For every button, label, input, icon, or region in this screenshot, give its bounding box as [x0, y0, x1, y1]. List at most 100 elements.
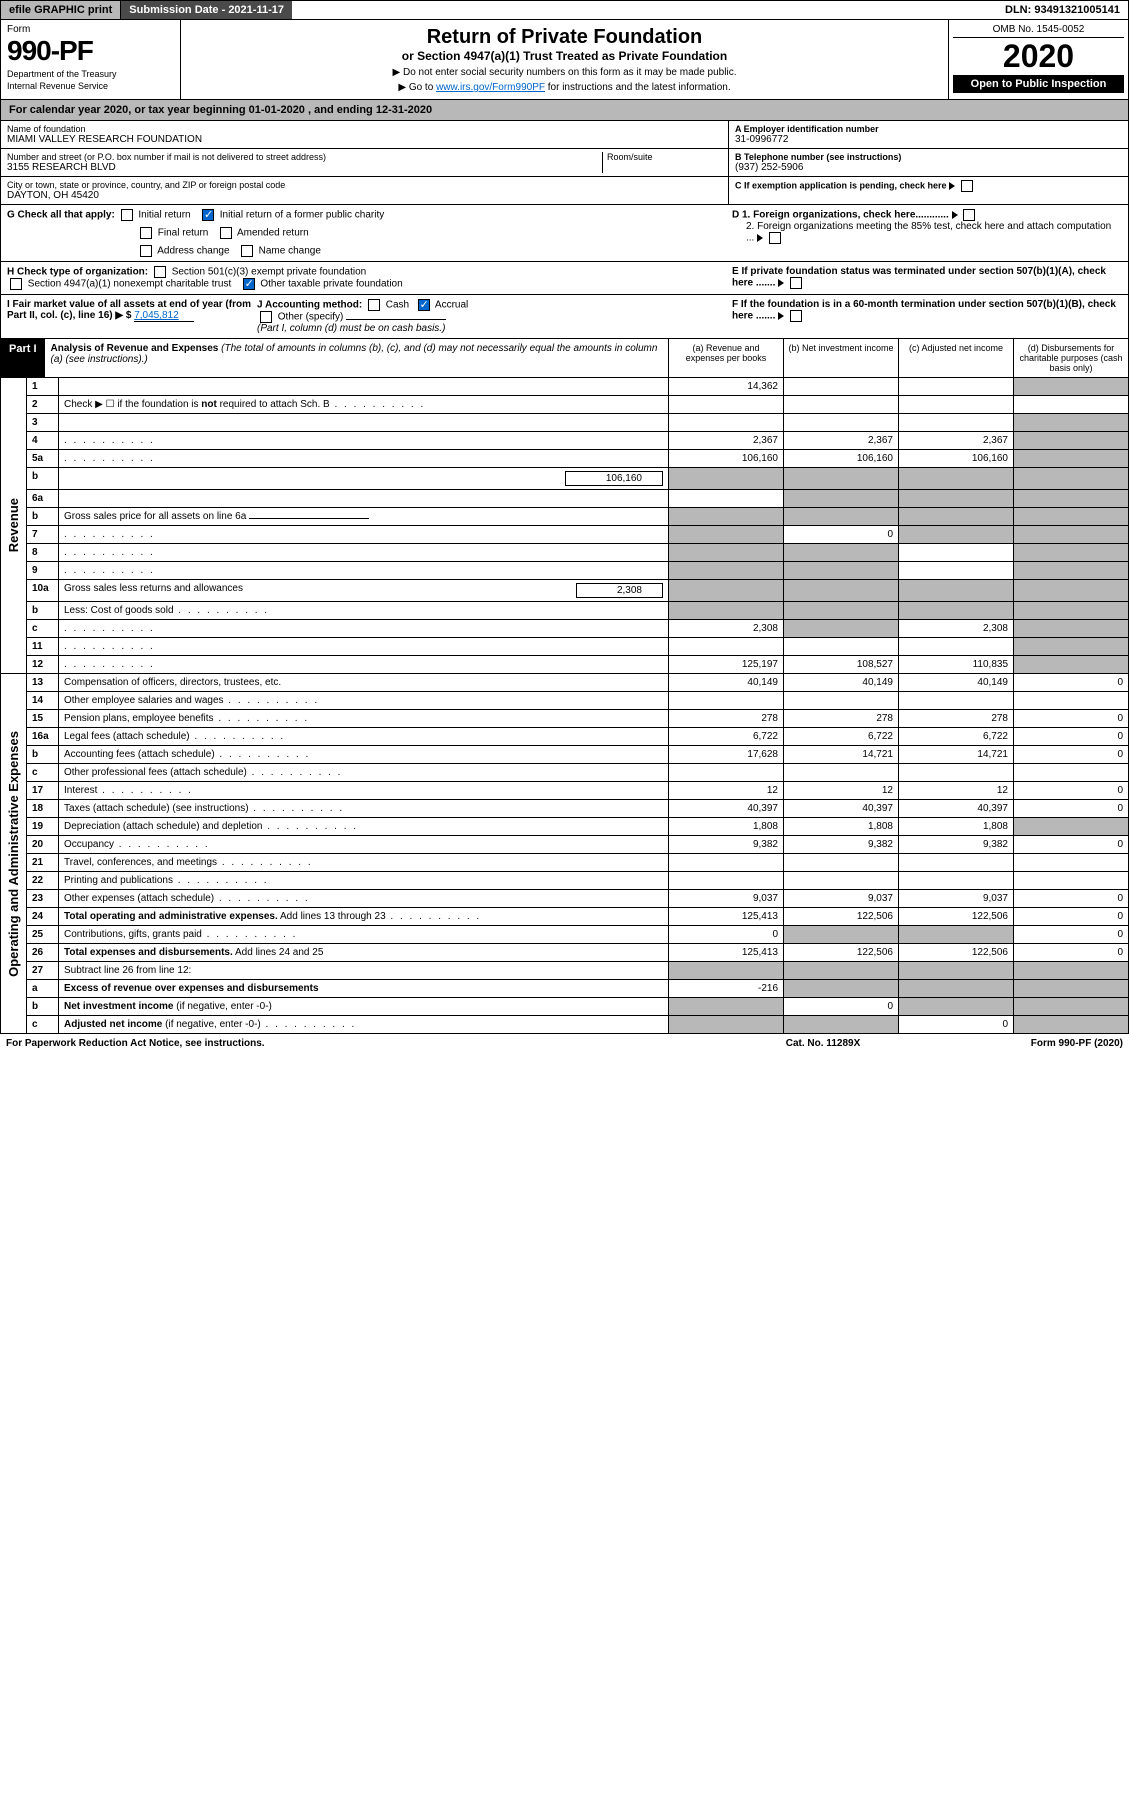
- line-number: 16a: [27, 728, 59, 746]
- line-description: [59, 450, 669, 468]
- line-number: 4: [27, 432, 59, 450]
- cell-value: [899, 562, 1014, 580]
- line-number: 18: [27, 800, 59, 818]
- cell-value: [899, 980, 1014, 998]
- line-description: [59, 544, 669, 562]
- fmv-value[interactable]: 7,045,812: [134, 310, 194, 322]
- cell-value: 12: [784, 782, 899, 800]
- dln: DLN: 93491321005141: [997, 1, 1128, 19]
- cell-value: 14,721: [784, 746, 899, 764]
- line-number: 6a: [27, 490, 59, 508]
- cell-value: [669, 692, 784, 710]
- line-description: Occupancy: [59, 836, 669, 854]
- cell-value: [899, 414, 1014, 432]
- cell-value: 122,506: [784, 944, 899, 962]
- checkbox-d2[interactable]: [769, 232, 781, 244]
- table-row: b 106,160: [1, 468, 1129, 490]
- table-row: 8: [1, 544, 1129, 562]
- checkbox-f[interactable]: [790, 310, 802, 322]
- table-row: bNet investment income (if negative, ent…: [1, 998, 1129, 1016]
- cell-value: 2,367: [899, 432, 1014, 450]
- cell-value: [899, 692, 1014, 710]
- cell-value: [1014, 508, 1129, 526]
- cell-value: 14,721: [899, 746, 1014, 764]
- cell-value: [1014, 620, 1129, 638]
- exemption-pending-label: C If exemption application is pending, c…: [735, 180, 947, 190]
- line-description: [59, 378, 669, 396]
- cell-value: [1014, 490, 1129, 508]
- line-description: Other professional fees (attach schedule…: [59, 764, 669, 782]
- table-row: cAdjusted net income (if negative, enter…: [1, 1016, 1129, 1034]
- checkbox-cash[interactable]: [368, 299, 380, 311]
- checkbox-addr-change[interactable]: [140, 245, 152, 257]
- cell-value: [784, 764, 899, 782]
- cell-value: [1014, 1016, 1129, 1034]
- cell-value: [669, 764, 784, 782]
- efile-button[interactable]: efile GRAPHIC print: [1, 1, 121, 19]
- checkbox-c[interactable]: [961, 180, 973, 192]
- cell-value: 1,808: [784, 818, 899, 836]
- revenue-table: Revenue114,3622Check ▶ ☐ if the foundati…: [0, 378, 1129, 674]
- checkbox-other-pf[interactable]: [243, 278, 255, 290]
- table-row: 21Travel, conferences, and meetings: [1, 854, 1129, 872]
- ein-label: A Employer identification number: [735, 124, 1122, 134]
- cell-value: 110,835: [899, 656, 1014, 674]
- checkbox-d1[interactable]: [963, 209, 975, 221]
- table-row: bGross sales price for all assets on lin…: [1, 508, 1129, 526]
- section-h: H Check type of organization: Section 50…: [0, 262, 1129, 295]
- table-row: 14Other employee salaries and wages: [1, 692, 1129, 710]
- cell-value: [899, 468, 1014, 490]
- checkbox-name-change[interactable]: [241, 245, 253, 257]
- arrow-icon: [952, 211, 958, 219]
- cell-value: [784, 854, 899, 872]
- checkbox-initial[interactable]: [121, 209, 133, 221]
- line-description: Net investment income (if negative, ente…: [59, 998, 669, 1016]
- cell-value: [784, 378, 899, 396]
- line-description: [59, 432, 669, 450]
- cell-value: [669, 962, 784, 980]
- line-description: [59, 562, 669, 580]
- cell-value: 106,160: [669, 450, 784, 468]
- cell-value: 40,149: [899, 674, 1014, 692]
- cell-value: [1014, 818, 1129, 836]
- form-header: Form 990-PF Department of the Treasury I…: [0, 20, 1129, 100]
- checkbox-initial-former[interactable]: [202, 209, 214, 221]
- checkbox-501c3[interactable]: [154, 266, 166, 278]
- cell-value: [669, 468, 784, 490]
- cell-value: [1014, 692, 1129, 710]
- cell-value: 0: [1014, 836, 1129, 854]
- cell-value: [669, 544, 784, 562]
- line-number: 20: [27, 836, 59, 854]
- checkbox-amended[interactable]: [220, 227, 232, 239]
- checkbox-final[interactable]: [140, 227, 152, 239]
- cell-value: [1014, 656, 1129, 674]
- cell-value: [1014, 638, 1129, 656]
- cell-value: [669, 580, 784, 602]
- checkbox-other-method[interactable]: [260, 311, 272, 323]
- cell-value: 278: [784, 710, 899, 728]
- cell-value: 108,527: [784, 656, 899, 674]
- cell-value: [1014, 854, 1129, 872]
- line-description: [59, 526, 669, 544]
- cell-value: 12: [669, 782, 784, 800]
- cell-value: 0: [784, 526, 899, 544]
- checkbox-4947[interactable]: [10, 278, 22, 290]
- telephone-label: B Telephone number (see instructions): [735, 152, 1122, 162]
- line-number: 27: [27, 962, 59, 980]
- side-label: Revenue: [6, 498, 21, 552]
- open-inspection: Open to Public Inspection: [953, 75, 1124, 93]
- line-description: Contributions, gifts, grants paid: [59, 926, 669, 944]
- table-row: 20Occupancy9,3829,3829,3820: [1, 836, 1129, 854]
- checkbox-e[interactable]: [790, 277, 802, 289]
- cell-value: [899, 508, 1014, 526]
- identification-section: Name of foundation MIAMI VALLEY RESEARCH…: [0, 121, 1129, 205]
- cell-value: 0: [1014, 890, 1129, 908]
- checkbox-accrual[interactable]: [418, 299, 430, 311]
- irs-link[interactable]: www.irs.gov/Form990PF: [436, 82, 545, 93]
- line-number: 1: [27, 378, 59, 396]
- cell-value: [784, 1016, 899, 1034]
- cell-value: 0: [1014, 674, 1129, 692]
- address-label: Number and street (or P.O. box number if…: [7, 152, 602, 162]
- line-number: 7: [27, 526, 59, 544]
- form-number: 990-PF: [7, 35, 174, 67]
